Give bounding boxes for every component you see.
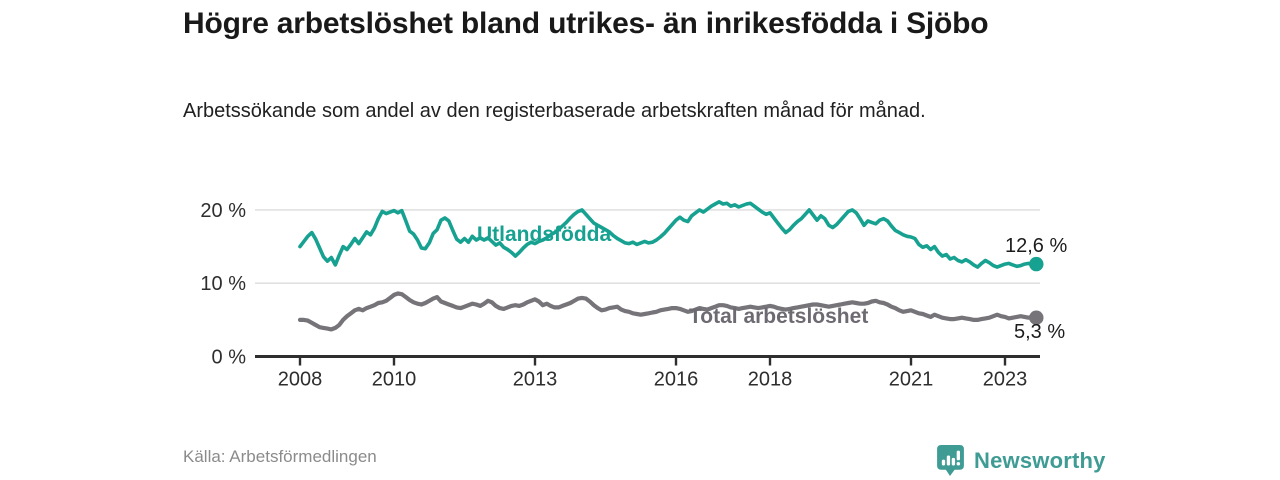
- line-utlandsfodda: [298, 200, 1039, 269]
- x-axis-label: 2010: [372, 369, 417, 391]
- x-axis-label: 2016: [654, 369, 699, 391]
- x-axis-label: 2021: [889, 369, 934, 391]
- x-axis-label: 2013: [513, 369, 558, 391]
- chart-subtitle: Arbetssökande som andel av den registerb…: [183, 100, 926, 122]
- end-dot-total: [1029, 310, 1044, 325]
- source-attribution: Källa: Arbetsförmedlingen: [183, 447, 377, 466]
- y-axis-label: 0 %: [212, 347, 247, 369]
- series-label-utlandsfodda: Utlandsfödda: [477, 223, 612, 246]
- end-value-total-arbetsloshet: 5,3 %: [1014, 321, 1066, 343]
- bar-chart-speech-bubble-icon: [937, 445, 964, 476]
- x-axis-label: 2018: [748, 369, 793, 391]
- y-axis-label: 10 %: [200, 273, 246, 295]
- end-value-utlandsfodda: 12,6 %: [1005, 235, 1068, 257]
- newsworthy-wordmark: Newsworthy: [974, 447, 1106, 473]
- end-dot-utlandsfodda: [1029, 256, 1044, 272]
- x-axis-label: 2023: [983, 369, 1028, 391]
- chart-title: Högre arbetslöshet bland utrikes- än inr…: [183, 7, 989, 40]
- newsworthy-logo: Newsworthy: [936, 444, 1106, 477]
- y-axis-label: 20 %: [200, 200, 246, 222]
- series-label-total-arbetsloshet: Total arbetslöshet: [689, 305, 869, 328]
- x-axis-label: 2008: [278, 369, 323, 391]
- line-total: [297, 291, 1039, 332]
